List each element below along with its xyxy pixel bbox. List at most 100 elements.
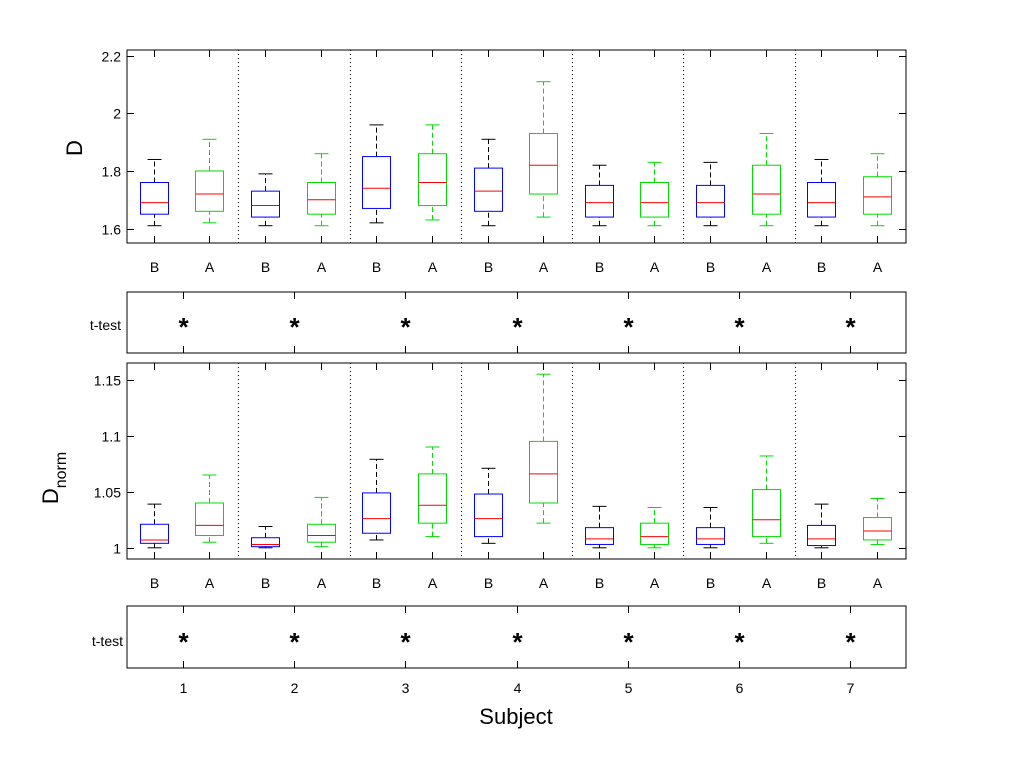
dnorm-group-label: B <box>706 575 715 591</box>
subject-tick-label: 3 <box>402 680 410 696</box>
subject-tick-label: 6 <box>736 680 744 696</box>
d-box-b-subject-1 <box>140 182 169 215</box>
dnorm-group-label: A <box>205 575 215 591</box>
dnorm-ttest-significance-marker: * <box>400 627 411 657</box>
dnorm-box-a-subject-2 <box>307 523 336 543</box>
d-box-b-subject-5 <box>585 184 614 218</box>
d-ttest-significance-marker: * <box>512 312 523 342</box>
dnorm-axes-frame <box>126 362 907 560</box>
dnorm-plot-area: 1 1.05 1.1 1.15 B A B A B A B A B A B A B A <box>94 363 906 591</box>
d-ttest-frame <box>126 291 907 354</box>
d-ytick-label: 1.6 <box>102 222 122 238</box>
subject-tick-label: 7 <box>847 680 855 696</box>
d-group-label: B <box>595 259 604 275</box>
subject-tick-label: 4 <box>514 680 522 696</box>
d-plot-area: 1.6 1.8 2 2.2 B A B A B A B A B A B A B A <box>102 49 906 275</box>
dnorm-ttest-significance-marker: * <box>623 627 634 657</box>
dnorm-box-b-subject-4 <box>474 493 503 538</box>
dnorm-ytick-label: 1.15 <box>94 373 121 389</box>
subject-tick-label: 1 <box>180 680 188 696</box>
dnorm-group-label: B <box>372 575 381 591</box>
dnorm-ttest-label: t-test <box>92 633 123 649</box>
d-box-b-subject-3 <box>362 156 391 209</box>
d-box-a-subject-7 <box>863 176 892 215</box>
dnorm-box-a-subject-3 <box>418 473 447 524</box>
dnorm-group-label: A <box>873 575 883 591</box>
d-y-axis-label: D <box>62 140 87 156</box>
d-box-a-subject-1 <box>195 170 224 212</box>
subject-tick-label: 5 <box>625 680 633 696</box>
dnorm-ttest-frame <box>126 605 907 669</box>
dnorm-group-label: A <box>539 575 549 591</box>
dnorm-ttest-significance-marker: * <box>845 627 856 657</box>
d-axes-frame <box>126 49 907 244</box>
dnorm-ytick-label: 1.1 <box>102 429 122 445</box>
d-box-b-subject-4 <box>474 167 503 212</box>
d-boxplot-panel: 1.6 1.8 2 2.2 B A B A B A B A B A B A B A D <box>62 49 907 275</box>
d-group-label: A <box>762 259 772 275</box>
d-group-label: B <box>150 259 159 275</box>
dnorm-box-b-subject-7 <box>807 524 836 547</box>
d-group-label: B <box>706 259 715 275</box>
d-group-label: A <box>650 259 660 275</box>
dnorm-box-a-subject-4 <box>529 440 558 504</box>
dnorm-group-label: B <box>817 575 826 591</box>
dnorm-group-label: A <box>762 575 772 591</box>
d-box-a-subject-2 <box>307 182 336 215</box>
d-ytick-label: 1.8 <box>102 164 122 180</box>
dnorm-group-label: A <box>650 575 660 591</box>
dnorm-box-b-subject-5 <box>585 527 614 545</box>
subject-tick-labels: 1 2 3 4 5 6 7 <box>180 680 855 696</box>
d-box-a-subject-6 <box>752 164 781 215</box>
dnorm-box-b-subject-2 <box>251 537 280 548</box>
d-ttest-panel: t-test * * * * * * * <box>90 291 907 354</box>
d-ytick-label: 2 <box>113 106 121 122</box>
d-group-label: A <box>428 259 438 275</box>
d-ttest-significance-marker: * <box>623 312 634 342</box>
dnorm-group-label: B <box>484 575 493 591</box>
d-group-label: A <box>317 259 327 275</box>
x-axis-label: Subject <box>479 704 552 729</box>
dnorm-box-a-subject-5 <box>640 522 669 545</box>
dnorm-ytick-label: 1 <box>113 541 121 557</box>
dnorm-group-label: A <box>317 575 327 591</box>
d-box-b-subject-6 <box>696 184 725 218</box>
dnorm-boxplot-panel: 1 1.05 1.1 1.15 B A B A B A B A B A B A B A Dnorm <box>38 362 907 591</box>
d-ttest-significance-marker: * <box>734 312 745 342</box>
dnorm-box-b-subject-3 <box>362 492 391 534</box>
dnorm-box-b-subject-6 <box>696 527 725 545</box>
dnorm-box-a-subject-7 <box>863 517 892 541</box>
d-box-a-subject-5 <box>640 182 669 218</box>
dnorm-ytick-label: 1.05 <box>94 485 121 501</box>
d-box-a-subject-3 <box>418 153 447 207</box>
dnorm-y-axis-label-sub: norm <box>53 452 70 488</box>
dnorm-ttest-panel: t-test * * * * * * * 1 2 3 4 5 6 7 <box>92 605 907 696</box>
dnorm-box-a-subject-1 <box>195 502 224 536</box>
d-box-b-subject-2 <box>251 190 280 218</box>
d-group-label: A <box>205 259 215 275</box>
dnorm-group-label: A <box>428 575 438 591</box>
d-ttest-markers: * * * * * * * <box>178 292 856 353</box>
dnorm-box-a-subject-6 <box>752 489 781 538</box>
d-box-b-subject-7 <box>807 182 836 218</box>
dnorm-group-label: B <box>595 575 604 591</box>
d-group-label: A <box>539 259 549 275</box>
subject-tick-label: 2 <box>291 680 299 696</box>
dnorm-y-axis-label-main: D <box>38 488 63 504</box>
d-ttest-significance-marker: * <box>845 312 856 342</box>
d-ttest-label: t-test <box>90 317 121 333</box>
d-group-label: A <box>873 259 883 275</box>
d-ttest-significance-marker: * <box>400 312 411 342</box>
dnorm-y-axis-label: Dnorm <box>38 452 70 504</box>
dnorm-group-label: B <box>261 575 270 591</box>
dnorm-group-label: B <box>150 575 159 591</box>
d-group-label: B <box>261 259 270 275</box>
dnorm-ttest-significance-marker: * <box>512 627 523 657</box>
d-ttest-significance-marker: * <box>178 312 189 342</box>
d-ttest-significance-marker: * <box>289 312 300 342</box>
dnorm-box-b-subject-1 <box>140 523 169 544</box>
d-group-label: B <box>817 259 826 275</box>
dnorm-ttest-significance-marker: * <box>178 627 189 657</box>
d-group-label: B <box>484 259 493 275</box>
